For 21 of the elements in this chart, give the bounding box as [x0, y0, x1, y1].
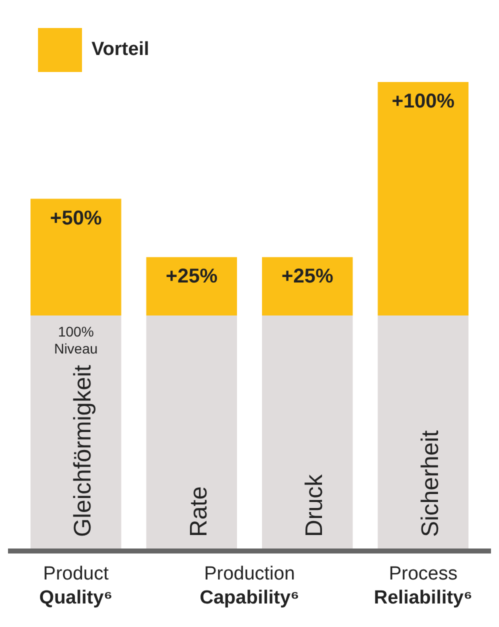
data-label: +25% [282, 266, 334, 288]
bar [146, 257, 237, 316]
data-label: +50% [50, 207, 102, 230]
x-tick-label: Gleichförmigkeit [70, 364, 96, 537]
bar [30, 198, 122, 316]
data-label: +25% [166, 266, 218, 288]
legend-label: Vorteil [92, 39, 150, 60]
text: Process Reliability⁶ [374, 564, 472, 609]
data-label: 100% Niveau [54, 323, 98, 356]
x-tick-label: Druck [301, 473, 328, 537]
bar [30, 316, 122, 549]
bar [378, 316, 468, 549]
x-tick-label: Rate [185, 486, 212, 537]
bar [146, 316, 237, 549]
bar [262, 257, 353, 316]
x-tick-label: Sicherheit [416, 430, 444, 537]
bar [262, 316, 353, 549]
data-label: +100% [392, 90, 455, 113]
text: Product Quality⁶ [39, 564, 112, 609]
text: Production Capability⁶ [200, 564, 300, 609]
bar [378, 82, 468, 316]
